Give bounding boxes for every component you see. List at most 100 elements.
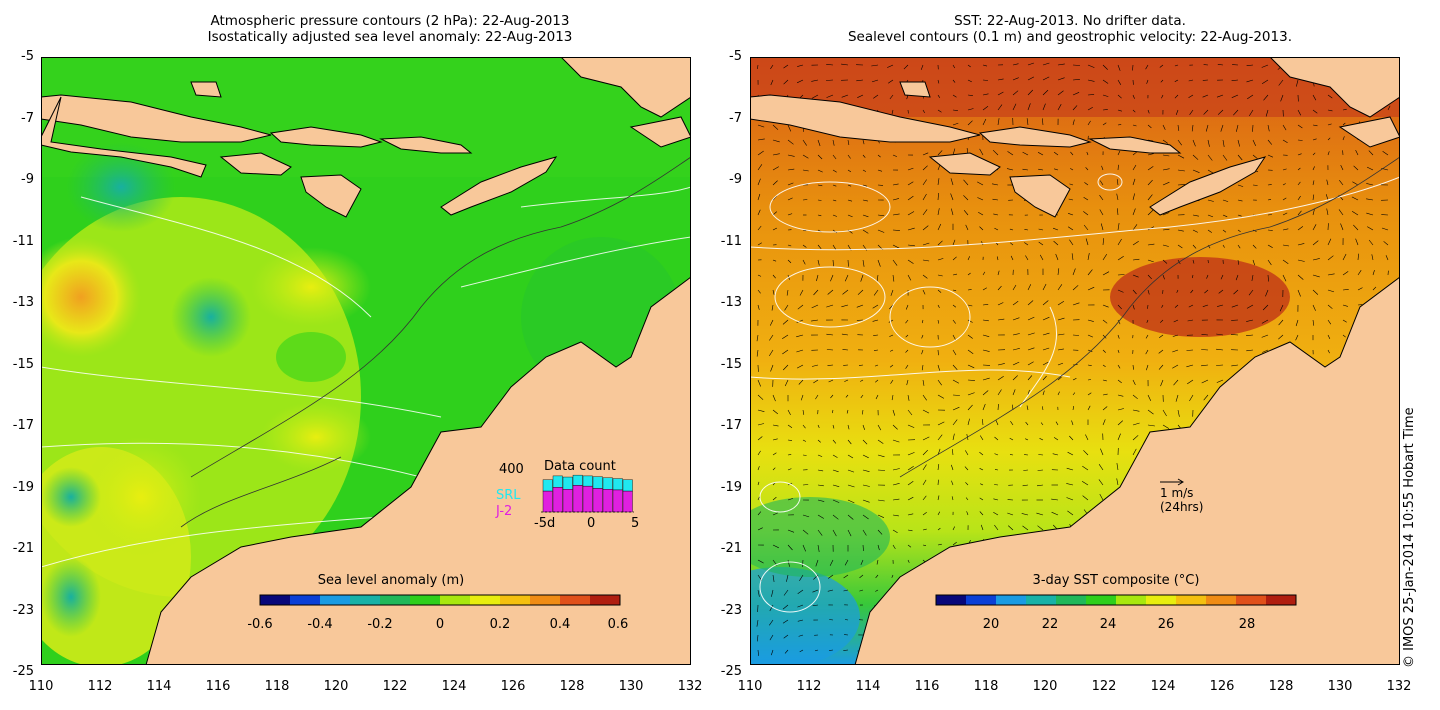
velocity-arrow [937,192,939,201]
velocity-arrow [1265,289,1269,297]
velocity-arrow [1222,244,1225,248]
velocity-arrow [905,319,909,324]
velocity-arrow [802,154,809,159]
velocity-arrow [888,79,894,84]
velocity-arrow [1216,364,1224,366]
velocity-arrow [1312,258,1320,261]
velocity-arrow [756,619,759,627]
colorbar-tick-label: -0.2 [367,617,392,632]
x-tick-label: 114 [855,679,881,694]
velocity-arrow [1022,168,1029,171]
inset-bar-j2 [572,485,583,513]
colorbar-swatch [440,595,471,605]
velocity-arrow [1297,153,1302,156]
velocity-arrow [937,364,940,371]
velocity-arrow [922,394,927,401]
velocity-arrow [979,511,984,516]
velocity-arrow [877,214,885,217]
velocity-arrow [1231,364,1239,367]
velocity-arrow [1162,168,1170,171]
velocity-arrow [1278,319,1284,326]
velocity-arrow [844,274,849,282]
velocity-arrow [1117,238,1122,246]
velocity-arrow [873,349,879,351]
x-tick-label: 116 [205,679,231,694]
velocity-arrow [907,274,912,281]
velocity-arrow [1082,495,1089,501]
velocity-arrow [978,211,984,216]
velocity-arrow [1069,435,1074,441]
velocity-arrow [1145,349,1149,355]
velocity-arrow [1072,406,1074,411]
velocity-arrow [756,349,759,357]
velocity-arrow [1237,244,1241,249]
velocity-arrow [1102,419,1106,426]
x-tick-label: 128 [559,679,585,694]
velocity-arrow [952,449,954,456]
y-tick-label: -7 [21,110,34,126]
velocity-arrow [1055,253,1059,261]
velocity-arrow [1159,319,1164,323]
velocity-arrow [1087,79,1095,82]
velocity-arrow [1237,229,1241,232]
velocity-arrow [1102,253,1108,261]
velocity-arrow [1162,274,1165,280]
colorbar-tick-label: 22 [1042,617,1059,632]
land-masses [41,57,691,665]
velocity-arrow [802,139,807,146]
velocity-arrow [1201,349,1209,351]
velocity-arrow [847,169,852,173]
velocity-arrow [1267,139,1273,145]
velocity-arrow [1371,254,1374,261]
velocity-arrow [1102,393,1108,396]
velocity-arrow [841,304,849,308]
inset-bar-srl [582,475,593,487]
velocity-arrow [862,454,869,459]
velocity-arrow [1263,94,1269,101]
velocity-arrow [1231,79,1239,81]
velocity-arrow [832,514,839,520]
velocity-arrow [1072,79,1080,81]
velocity-arrow [907,544,912,548]
colorbar-swatch [530,595,561,605]
velocity-arrow [1132,379,1136,386]
velocity-arrow [1083,224,1089,231]
velocity-arrow [1205,124,1209,132]
velocity-arrow [786,574,789,582]
velocity-arrow [890,289,894,296]
velocity-arrow [1236,124,1239,132]
velocity-arrow [877,529,883,535]
velocity-arrow [843,589,849,592]
velocity-arrow [1037,469,1044,471]
velocity-arrow [1132,289,1137,295]
velocity-arrow [1312,124,1318,127]
y-tick-label: -25 [720,664,742,679]
velocity-arrow [950,178,954,186]
velocity-arrow [873,334,879,336]
velocity-arrow [827,289,834,295]
velocity-arrow [1042,283,1047,291]
velocity-arrow [1027,375,1033,381]
velocity-arrow [992,198,999,201]
velocity-arrow [1190,289,1194,294]
velocity-arrow [847,214,853,218]
velocity-arrow [1038,168,1044,171]
velocity-arrow [977,197,984,201]
velocity-arrow [829,649,834,651]
velocity-arrow [817,259,820,266]
velocity-arrow [1162,244,1169,247]
velocity-arrow [802,169,809,172]
velocity-arrow [802,544,806,552]
velocity-arrow [1038,454,1044,456]
velocity-arrow [772,394,776,402]
velocity-arrow [1117,79,1122,85]
velocity-arrow [905,304,909,310]
velocity-arrow [1162,212,1170,216]
velocity-arrow [1117,64,1121,71]
velocity-arrow [1087,319,1094,322]
velocity-arrow [1036,484,1044,487]
velocity-arrow [1222,199,1229,202]
velocity-arrow [1132,178,1136,186]
velocity-arrow [772,180,778,186]
velocity-arrow [979,468,984,471]
